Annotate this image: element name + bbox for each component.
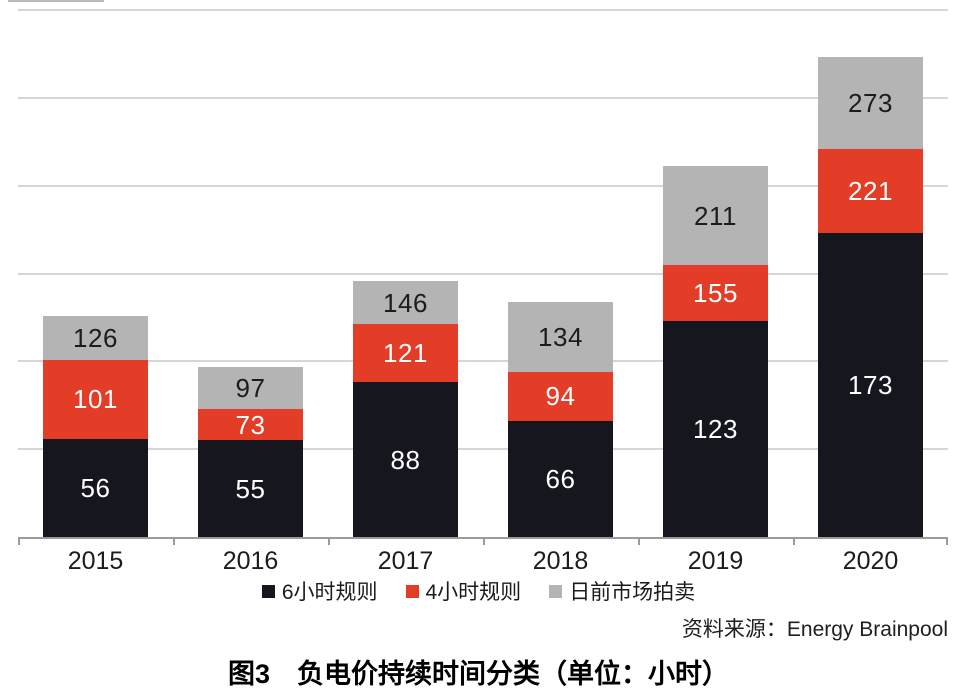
x-axis-tick: [328, 539, 330, 545]
bar-segment-2017-6小时规则: 88: [353, 382, 458, 537]
legend-swatch-icon: [405, 584, 419, 598]
chart-plot-area: 56 101 126 55 73 97 88 121 146 66 94 134 123 155 211 17…: [18, 9, 948, 545]
bar-segment-2019-6小时规则: 123: [663, 320, 768, 537]
bar-segment-2020-日前市场拍卖: 273: [818, 57, 923, 149]
gridline-50: [18, 448, 948, 451]
bar-segment-2016-日前市场拍卖: 97: [198, 366, 303, 409]
x-axis-tick: [946, 539, 948, 545]
gridline-300: [18, 9, 948, 11]
gridline-250: [18, 96, 948, 99]
x-axis-tick: [638, 539, 640, 545]
bar-value-label: 211: [694, 200, 737, 231]
bar-segment-2020-6小时规则: 173: [818, 233, 923, 537]
bar-segment-2015-6小时规则: 56: [43, 438, 148, 537]
bar-segment-2015-日前市场拍卖: 126: [43, 315, 148, 360]
bar-value-label: 56: [80, 472, 111, 503]
legend-label: 日前市场拍卖: [569, 581, 696, 604]
bar-value-label: 134: [538, 321, 583, 352]
bar-segment-2018-6小时规则: 66: [508, 421, 613, 537]
bar-segment-2019-4小时规则: 155: [663, 264, 768, 321]
bar-segment-2020-4小时规则: 221: [818, 148, 923, 234]
bar-segment-2015-4小时规则: 101: [43, 359, 148, 439]
x-axis-label-2017: 2017: [377, 547, 434, 575]
figure-caption: 图3 负电价持续时间分类（单位：小时）: [227, 659, 729, 689]
source-attribution: 资料来源：Energy Brainpool: [681, 618, 948, 641]
bar-segment-2016-4小时规则: 73: [198, 408, 303, 441]
x-axis-tick: [483, 539, 485, 545]
legend-item-4小时规则: 4小时规则: [405, 576, 522, 606]
bar-segment-2017-4小时规则: 121: [353, 324, 458, 383]
legend-swatch-icon: [549, 584, 563, 598]
gridline-150: [18, 272, 948, 275]
gridline-100: [18, 360, 948, 363]
bar-segment-2016-6小时规则: 55: [198, 440, 303, 537]
x-axis-label-2015: 2015: [67, 547, 124, 575]
x-axis-label-2018: 2018: [532, 547, 589, 575]
gridline-200: [18, 184, 948, 187]
bar-value-label: 97: [235, 372, 266, 403]
bar-value-label: 221: [848, 175, 893, 206]
bar-value-label: 101: [73, 384, 118, 415]
bar-segment-2017-日前市场拍卖: 146: [353, 280, 458, 325]
legend-item-日前市场拍卖: 日前市场拍卖: [549, 576, 695, 606]
bar-segment-2018-日前市场拍卖: 134: [508, 301, 613, 372]
legend-label: 6小时规则: [281, 581, 378, 604]
bar-value-label: 126: [73, 322, 118, 353]
chart-legend: 6小时规则 4小时规则 日前市场拍卖: [0, 576, 957, 606]
top-border-artifact: [8, 0, 104, 2]
bar-value-label: 146: [383, 287, 428, 318]
bar-segment-2018-4小时规则: 94: [508, 371, 613, 422]
legend-label: 4小时规则: [425, 581, 522, 604]
bar-value-label: 273: [848, 88, 893, 119]
bar-segment-2019-日前市场拍卖: 211: [663, 166, 768, 265]
bar-value-label: 123: [693, 413, 738, 444]
legend-item-6小时规则: 6小时规则: [261, 576, 378, 606]
bar-value-label: 94: [545, 381, 576, 412]
x-axis-tick: [793, 539, 795, 545]
bar-value-label: 66: [545, 464, 576, 495]
bar-value-label: 55: [235, 473, 266, 504]
x-axis-label-2020: 2020: [842, 547, 899, 575]
bar-value-label: 73: [235, 409, 266, 440]
x-axis-tick: [173, 539, 175, 545]
x-axis-tick: [18, 539, 20, 545]
bar-value-label: 155: [693, 277, 738, 308]
x-axis-label-2016: 2016: [222, 547, 279, 575]
legend-swatch-icon: [261, 584, 275, 598]
x-axis-label-2019: 2019: [687, 547, 744, 575]
bar-value-label: 173: [848, 370, 893, 401]
bar-value-label: 88: [390, 444, 421, 475]
bar-value-label: 121: [383, 338, 428, 369]
